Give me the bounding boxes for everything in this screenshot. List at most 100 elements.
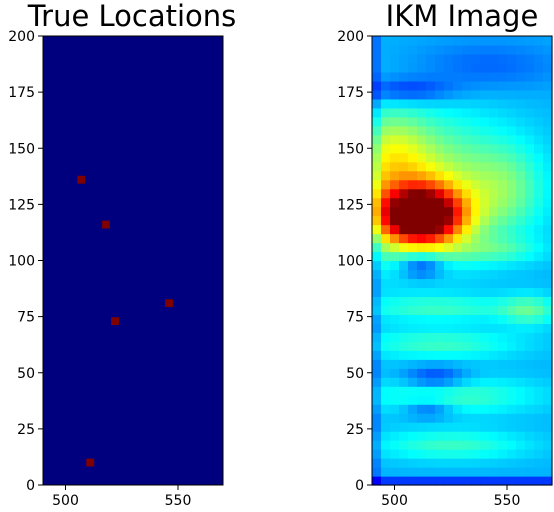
heatmap-cell bbox=[381, 98, 391, 109]
heatmap-cell bbox=[471, 413, 481, 423]
heatmap-cell bbox=[516, 206, 526, 217]
heatmap-cell bbox=[516, 53, 526, 64]
heatmap-cell bbox=[489, 80, 499, 91]
heatmap-cell bbox=[390, 188, 400, 199]
heatmap-cell bbox=[498, 71, 508, 82]
heatmap-cell bbox=[408, 449, 418, 459]
heatmap-cell bbox=[507, 449, 517, 459]
y-tick-label: 175 bbox=[337, 85, 364, 101]
heatmap-cell bbox=[426, 413, 436, 423]
heatmap-cell bbox=[417, 359, 427, 369]
heatmap-cell bbox=[381, 287, 391, 298]
heatmap-cell bbox=[462, 251, 472, 262]
heatmap-cell bbox=[543, 89, 553, 100]
heatmap-cell bbox=[399, 476, 409, 486]
heatmap-cell bbox=[471, 206, 481, 217]
heatmap-cell bbox=[390, 251, 400, 262]
heatmap-cell bbox=[534, 215, 544, 226]
heatmap-cell bbox=[534, 80, 544, 91]
heatmap-cell bbox=[417, 197, 427, 208]
heatmap-cell bbox=[372, 404, 382, 414]
heatmap-cell bbox=[408, 323, 418, 333]
heatmap-cell bbox=[489, 44, 499, 55]
heatmap-cell bbox=[471, 440, 481, 450]
heatmap-cell bbox=[372, 233, 382, 244]
heatmap-cell bbox=[471, 98, 481, 109]
heatmap-cell bbox=[390, 458, 400, 468]
heatmap-cell bbox=[372, 449, 382, 459]
heatmap-cell bbox=[426, 98, 436, 109]
heatmap-cell bbox=[426, 125, 436, 136]
heatmap-cell bbox=[444, 44, 454, 55]
heatmap-cell bbox=[408, 170, 418, 181]
heatmap-cell bbox=[471, 341, 481, 351]
heatmap-cell bbox=[372, 323, 382, 333]
heatmap-cell bbox=[516, 269, 526, 280]
heatmap-cell bbox=[498, 395, 508, 405]
heatmap-cell bbox=[480, 179, 490, 190]
heatmap-cell bbox=[408, 197, 418, 208]
heatmap-cell bbox=[516, 449, 526, 459]
heatmap-cell bbox=[498, 296, 508, 306]
heatmap-cell bbox=[516, 125, 526, 136]
heatmap-cell bbox=[435, 62, 445, 73]
heatmap-cell bbox=[462, 53, 472, 64]
heatmap-cell bbox=[480, 116, 490, 127]
heatmap-cell bbox=[381, 44, 391, 55]
heatmap-cell bbox=[417, 395, 427, 405]
heatmap-cell bbox=[435, 350, 445, 360]
heatmap-cell bbox=[498, 422, 508, 432]
heatmap-cell bbox=[390, 152, 400, 163]
heatmap-cell bbox=[381, 62, 391, 73]
heatmap-cell bbox=[390, 404, 400, 414]
heatmap-cell bbox=[516, 323, 526, 333]
heatmap-cell bbox=[480, 260, 490, 271]
heatmap-cell bbox=[498, 107, 508, 118]
heatmap-cell bbox=[399, 134, 409, 145]
heatmap-cell bbox=[444, 80, 454, 91]
heatmap-cell bbox=[543, 116, 553, 127]
heatmap-cell bbox=[525, 53, 535, 64]
heatmap-cell bbox=[507, 305, 517, 315]
y-tick-label: 100 bbox=[8, 254, 35, 270]
heatmap-cell bbox=[381, 188, 391, 199]
heatmap-cell bbox=[534, 161, 544, 172]
heatmap-cell bbox=[435, 53, 445, 64]
heatmap-cell bbox=[444, 377, 454, 387]
heatmap-cell bbox=[399, 269, 409, 280]
heatmap-cell bbox=[534, 89, 544, 100]
heatmap-cell bbox=[408, 143, 418, 154]
heatmap-cell bbox=[498, 287, 508, 298]
heatmap-cell bbox=[372, 458, 382, 468]
heatmap-cell bbox=[462, 224, 472, 235]
heatmap-cell bbox=[507, 368, 517, 378]
heatmap-cell bbox=[417, 36, 427, 46]
heatmap-cell bbox=[534, 269, 544, 280]
x-tick-label: 550 bbox=[494, 493, 521, 509]
heatmap-cell bbox=[543, 206, 553, 217]
heatmap-cell bbox=[435, 332, 445, 342]
heatmap-cell bbox=[462, 449, 472, 459]
heatmap-cell bbox=[444, 386, 454, 396]
heatmap-cell bbox=[516, 476, 526, 486]
heatmap-cell bbox=[381, 125, 391, 136]
heatmap-cell bbox=[480, 107, 490, 118]
heatmap-cell bbox=[525, 89, 535, 100]
heatmap-cell bbox=[525, 80, 535, 91]
source-location-marker bbox=[86, 458, 95, 467]
heatmap-cell bbox=[453, 71, 463, 82]
heatmap-cell bbox=[480, 188, 490, 199]
heatmap-cell bbox=[390, 36, 400, 46]
heatmap-cell bbox=[381, 476, 391, 486]
heatmap-cell bbox=[471, 125, 481, 136]
heatmap-cell bbox=[525, 305, 535, 315]
heatmap-cell bbox=[435, 179, 445, 190]
heatmap-cell bbox=[426, 323, 436, 333]
heatmap-cell bbox=[471, 233, 481, 244]
heatmap-cell bbox=[399, 368, 409, 378]
heatmap-cell bbox=[417, 260, 427, 271]
heatmap-cell bbox=[372, 431, 382, 441]
heatmap-cell bbox=[453, 422, 463, 432]
heatmap-cell bbox=[534, 377, 544, 387]
heatmap-cell bbox=[417, 152, 427, 163]
